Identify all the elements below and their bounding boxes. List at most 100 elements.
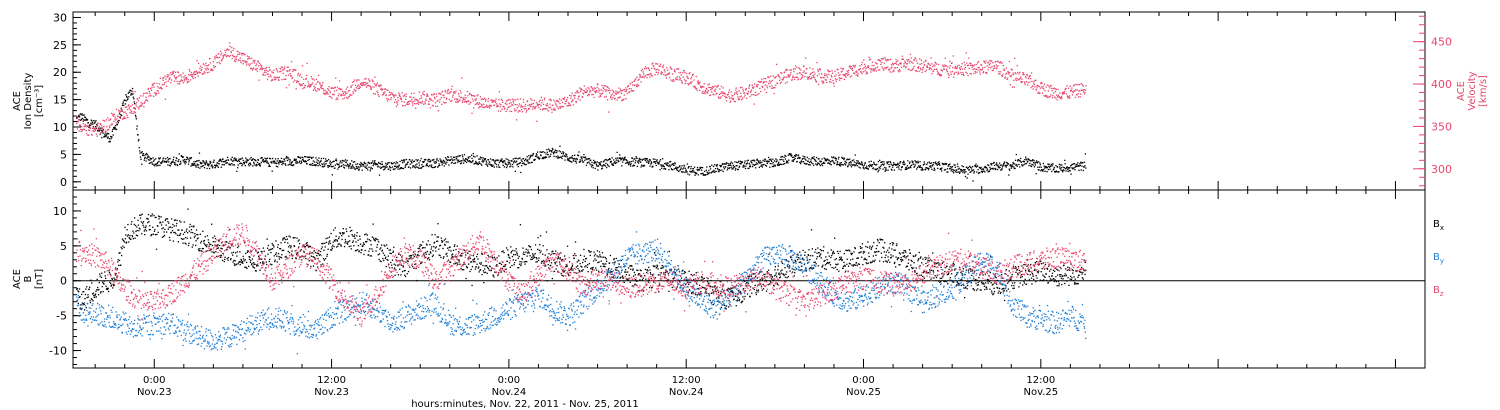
- data-point: [104, 135, 107, 137]
- data-point: [265, 69, 267, 72]
- data-point: [1005, 67, 1007, 69]
- data-point: [392, 162, 394, 165]
- data-point: [206, 67, 208, 69]
- data-point: [371, 79, 373, 81]
- data-point: [354, 84, 357, 87]
- data-point: [873, 163, 876, 166]
- data-point: [871, 64, 873, 67]
- data-point: [515, 119, 518, 121]
- data-point: [382, 165, 384, 168]
- data-point: [316, 90, 318, 92]
- data-point: [950, 62, 953, 65]
- data-point: [630, 163, 632, 165]
- data-point: [976, 171, 978, 173]
- data-point: [855, 74, 857, 76]
- data-point: [584, 156, 587, 158]
- data-point: [562, 153, 564, 155]
- data-point: [189, 157, 192, 160]
- data-point: [741, 86, 743, 88]
- data-point: [862, 71, 864, 73]
- data-point: [643, 77, 645, 79]
- data-point: [1064, 90, 1066, 93]
- data-point: [519, 110, 521, 112]
- data-point: [800, 69, 802, 71]
- data-point: [109, 126, 111, 129]
- data-point: [516, 104, 518, 106]
- data-point: [363, 161, 365, 163]
- data-point: [667, 69, 669, 71]
- data-point: [590, 166, 593, 168]
- data-point: [1019, 71, 1021, 74]
- data-point: [831, 72, 834, 74]
- data-point: [762, 86, 764, 88]
- data-point: [663, 73, 665, 76]
- data-point: [913, 165, 916, 168]
- data-point: [1021, 78, 1023, 80]
- data-point: [350, 167, 352, 169]
- data-point: [1066, 85, 1068, 87]
- data-point: [951, 168, 953, 171]
- data-point: [1082, 85, 1084, 87]
- data-point: [79, 125, 82, 127]
- data-point: [892, 164, 894, 166]
- data-point: [817, 162, 819, 164]
- data-point: [710, 87, 713, 89]
- data-point: [476, 163, 478, 165]
- data-point: [146, 92, 148, 95]
- data-point: [383, 88, 386, 90]
- data-point: [717, 169, 719, 171]
- data-point: [135, 118, 137, 120]
- data-point: [989, 166, 991, 169]
- data-point: [583, 156, 586, 159]
- data-point: [263, 70, 266, 72]
- data-point: [954, 164, 956, 166]
- data-point: [765, 81, 767, 83]
- data-point: [419, 167, 421, 169]
- data-point: [592, 159, 595, 162]
- data-point: [877, 69, 880, 71]
- data-point: [86, 124, 88, 127]
- data-point: [641, 158, 643, 161]
- data-point: [702, 172, 704, 175]
- data-point: [218, 159, 221, 161]
- data-point: [274, 160, 276, 162]
- data-point: [197, 164, 200, 166]
- data-point: [200, 162, 202, 165]
- data-point: [153, 82, 156, 85]
- data-point: [1072, 91, 1074, 93]
- data-point: [609, 161, 612, 163]
- data-point: [700, 173, 702, 175]
- data-point: [139, 150, 141, 152]
- data-point: [835, 74, 837, 76]
- data-point: [286, 66, 289, 68]
- data-point: [564, 155, 567, 158]
- data-point: [264, 67, 267, 70]
- data-point: [488, 163, 490, 165]
- data-point: [330, 161, 333, 164]
- data-point: [843, 74, 845, 77]
- data-point: [592, 164, 594, 167]
- data-point: [168, 74, 170, 76]
- data-point: [242, 52, 245, 55]
- data-point: [765, 160, 767, 162]
- data-point: [1067, 97, 1069, 99]
- data-point: [557, 100, 559, 102]
- data-point: [373, 161, 376, 163]
- data-point: [987, 164, 989, 166]
- data-point: [192, 77, 194, 79]
- data-point: [134, 90, 136, 93]
- data-point: [999, 73, 1001, 75]
- data-point: [621, 165, 623, 167]
- data-point: [895, 61, 898, 63]
- data-point: [461, 77, 463, 79]
- data-point: [472, 152, 474, 155]
- data-point: [429, 107, 432, 109]
- data-point: [1000, 169, 1002, 171]
- data-point: [885, 167, 887, 169]
- data-point: [843, 78, 845, 81]
- data-point: [759, 162, 762, 164]
- data-point: [542, 157, 545, 160]
- data-point: [495, 159, 497, 161]
- data-point: [282, 69, 285, 71]
- data-point: [141, 151, 143, 153]
